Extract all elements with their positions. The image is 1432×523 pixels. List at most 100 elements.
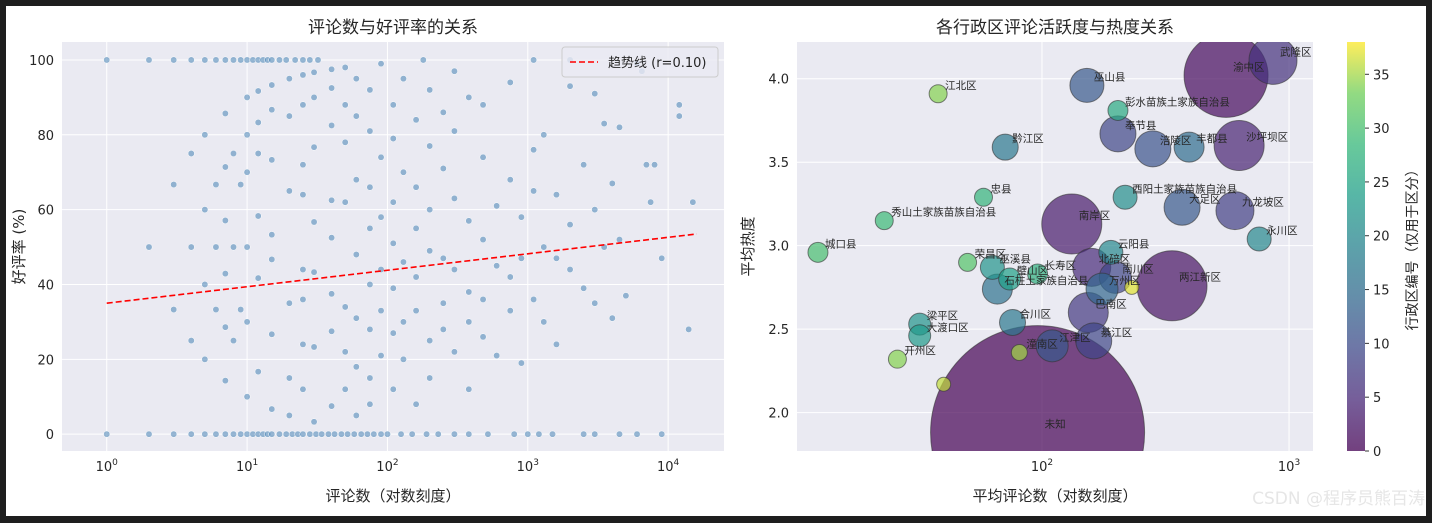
data-point xyxy=(221,56,229,64)
bubble-label: 黔江区 xyxy=(1012,132,1043,145)
colorbar-bar xyxy=(1347,42,1365,451)
data-point xyxy=(426,374,434,382)
data-point xyxy=(187,150,195,157)
data-point xyxy=(517,213,525,221)
bubble xyxy=(1124,279,1140,295)
data-point xyxy=(328,65,336,73)
bubble-label: 渝中区 xyxy=(1233,60,1265,73)
data-point xyxy=(310,93,318,101)
y-tick-label: 60 xyxy=(37,204,54,219)
bubble-label: 永川区 xyxy=(1266,224,1298,237)
data-point xyxy=(685,325,693,333)
data-point xyxy=(616,123,623,131)
bubble-label: 沙坪坝区 xyxy=(1246,131,1288,144)
data-point xyxy=(580,430,588,438)
data-point xyxy=(212,243,220,251)
data-point xyxy=(383,430,391,438)
data-point xyxy=(201,430,209,438)
y-tick-label: 100 xyxy=(29,54,54,69)
data-point xyxy=(268,106,276,114)
data-point xyxy=(591,430,599,438)
data-point xyxy=(268,330,276,338)
data-point xyxy=(221,377,229,385)
data-point xyxy=(170,306,178,314)
data-point xyxy=(221,270,229,278)
x-tick-label: 104 xyxy=(657,458,680,475)
data-point xyxy=(328,196,336,204)
data-point xyxy=(439,325,447,333)
data-point xyxy=(352,412,360,419)
data-point xyxy=(341,303,349,311)
data-point xyxy=(299,101,307,109)
bubble xyxy=(1248,42,1298,85)
data-point xyxy=(426,142,434,150)
bubble-label: 梁平区 xyxy=(927,309,959,322)
data-point xyxy=(366,281,374,288)
data-point xyxy=(328,290,336,298)
data-point xyxy=(237,181,245,189)
data-point xyxy=(282,430,290,438)
chart-2: 102 103 2.0 2.5 3.0 3.5 4.0 各行政区评论活跃度与热度关系平均评论数… xyxy=(739,18,1313,505)
data-point xyxy=(299,266,307,273)
data-point xyxy=(506,176,514,184)
bubble-label: 潼南区 xyxy=(1026,338,1058,351)
data-point xyxy=(243,318,251,326)
bubble xyxy=(979,254,1005,280)
data-point xyxy=(187,243,195,251)
bubble xyxy=(1213,120,1265,172)
data-point xyxy=(389,329,397,337)
data-point xyxy=(426,86,434,94)
data-point xyxy=(212,56,220,64)
data-point xyxy=(187,337,195,345)
data-point xyxy=(275,430,283,438)
data-point xyxy=(254,368,262,376)
data-point xyxy=(412,183,420,191)
data-point xyxy=(103,430,111,438)
marks xyxy=(103,56,697,438)
bubble-label: 巴南区 xyxy=(1095,297,1127,310)
data-point xyxy=(412,307,420,315)
data-point xyxy=(268,430,276,438)
data-point xyxy=(439,254,447,262)
data-point xyxy=(366,183,374,191)
data-point xyxy=(352,75,360,83)
data-point xyxy=(243,243,251,251)
data-point xyxy=(412,273,420,281)
data-point xyxy=(145,56,153,64)
data-point xyxy=(506,273,514,281)
y-tick-label: 3.5 xyxy=(768,156,789,171)
data-point xyxy=(566,221,574,229)
bubble xyxy=(1075,322,1113,360)
data-point xyxy=(285,75,293,83)
y-tick-label: 4.0 xyxy=(768,73,789,88)
data-point xyxy=(243,93,251,101)
data-point xyxy=(377,352,385,360)
data-point xyxy=(450,127,458,135)
data-point xyxy=(591,90,599,98)
bubble xyxy=(928,84,948,104)
data-point xyxy=(212,181,220,189)
data-point xyxy=(352,363,360,371)
data-point xyxy=(366,224,374,232)
data-point xyxy=(221,110,229,117)
bubble-label: 璧山区 xyxy=(1017,264,1049,277)
bubble xyxy=(908,324,932,348)
x-axis-label: 平均评论数（对数刻度） xyxy=(972,487,1137,505)
data-point xyxy=(450,430,458,438)
data-point xyxy=(243,131,251,139)
bubble-label: 长寿区 xyxy=(1045,259,1077,272)
bubble-label: 彭水苗族土家族自治县 xyxy=(1125,95,1230,108)
data-point xyxy=(450,67,458,75)
data-point xyxy=(243,393,251,401)
bubble-label: 丰都县 xyxy=(1196,132,1228,145)
data-point xyxy=(268,81,276,89)
data-point xyxy=(187,56,195,64)
data-point xyxy=(389,135,397,142)
data-point xyxy=(352,251,360,258)
bubble-label: 南川区 xyxy=(1122,262,1154,275)
data-point xyxy=(230,150,237,157)
data-point xyxy=(201,355,209,363)
data-point xyxy=(465,385,473,393)
